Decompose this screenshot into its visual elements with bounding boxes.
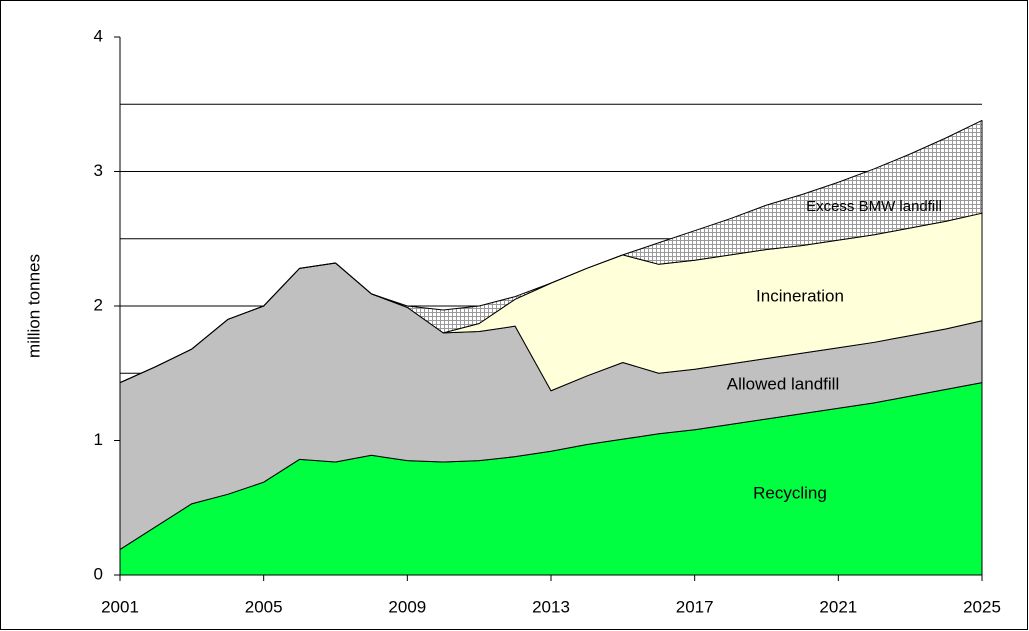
x-tick-label: 2025 [963, 597, 1001, 616]
y-tick-label: 3 [94, 161, 103, 180]
x-tick-label: 2021 [819, 597, 857, 616]
x-tick-label: 2001 [101, 597, 139, 616]
y-tick-label: 2 [94, 295, 103, 314]
x-tick-label: 2009 [388, 597, 426, 616]
y-tick-label: 0 [94, 564, 103, 583]
area [119, 119, 983, 384]
y-axis-label: million tonnes [24, 254, 43, 358]
series-label: Excess BMW landfill [806, 198, 942, 215]
x-tick-label: 2017 [676, 597, 714, 616]
series-label: Incineration [756, 286, 844, 305]
series-label: Allowed landfill [727, 374, 839, 393]
y-tick-label: 1 [94, 430, 103, 449]
series-label: Recycling [753, 483, 827, 502]
y-tick-label: 4 [94, 26, 103, 45]
x-tick-label: 2013 [532, 597, 570, 616]
x-tick-label: 2005 [245, 597, 283, 616]
